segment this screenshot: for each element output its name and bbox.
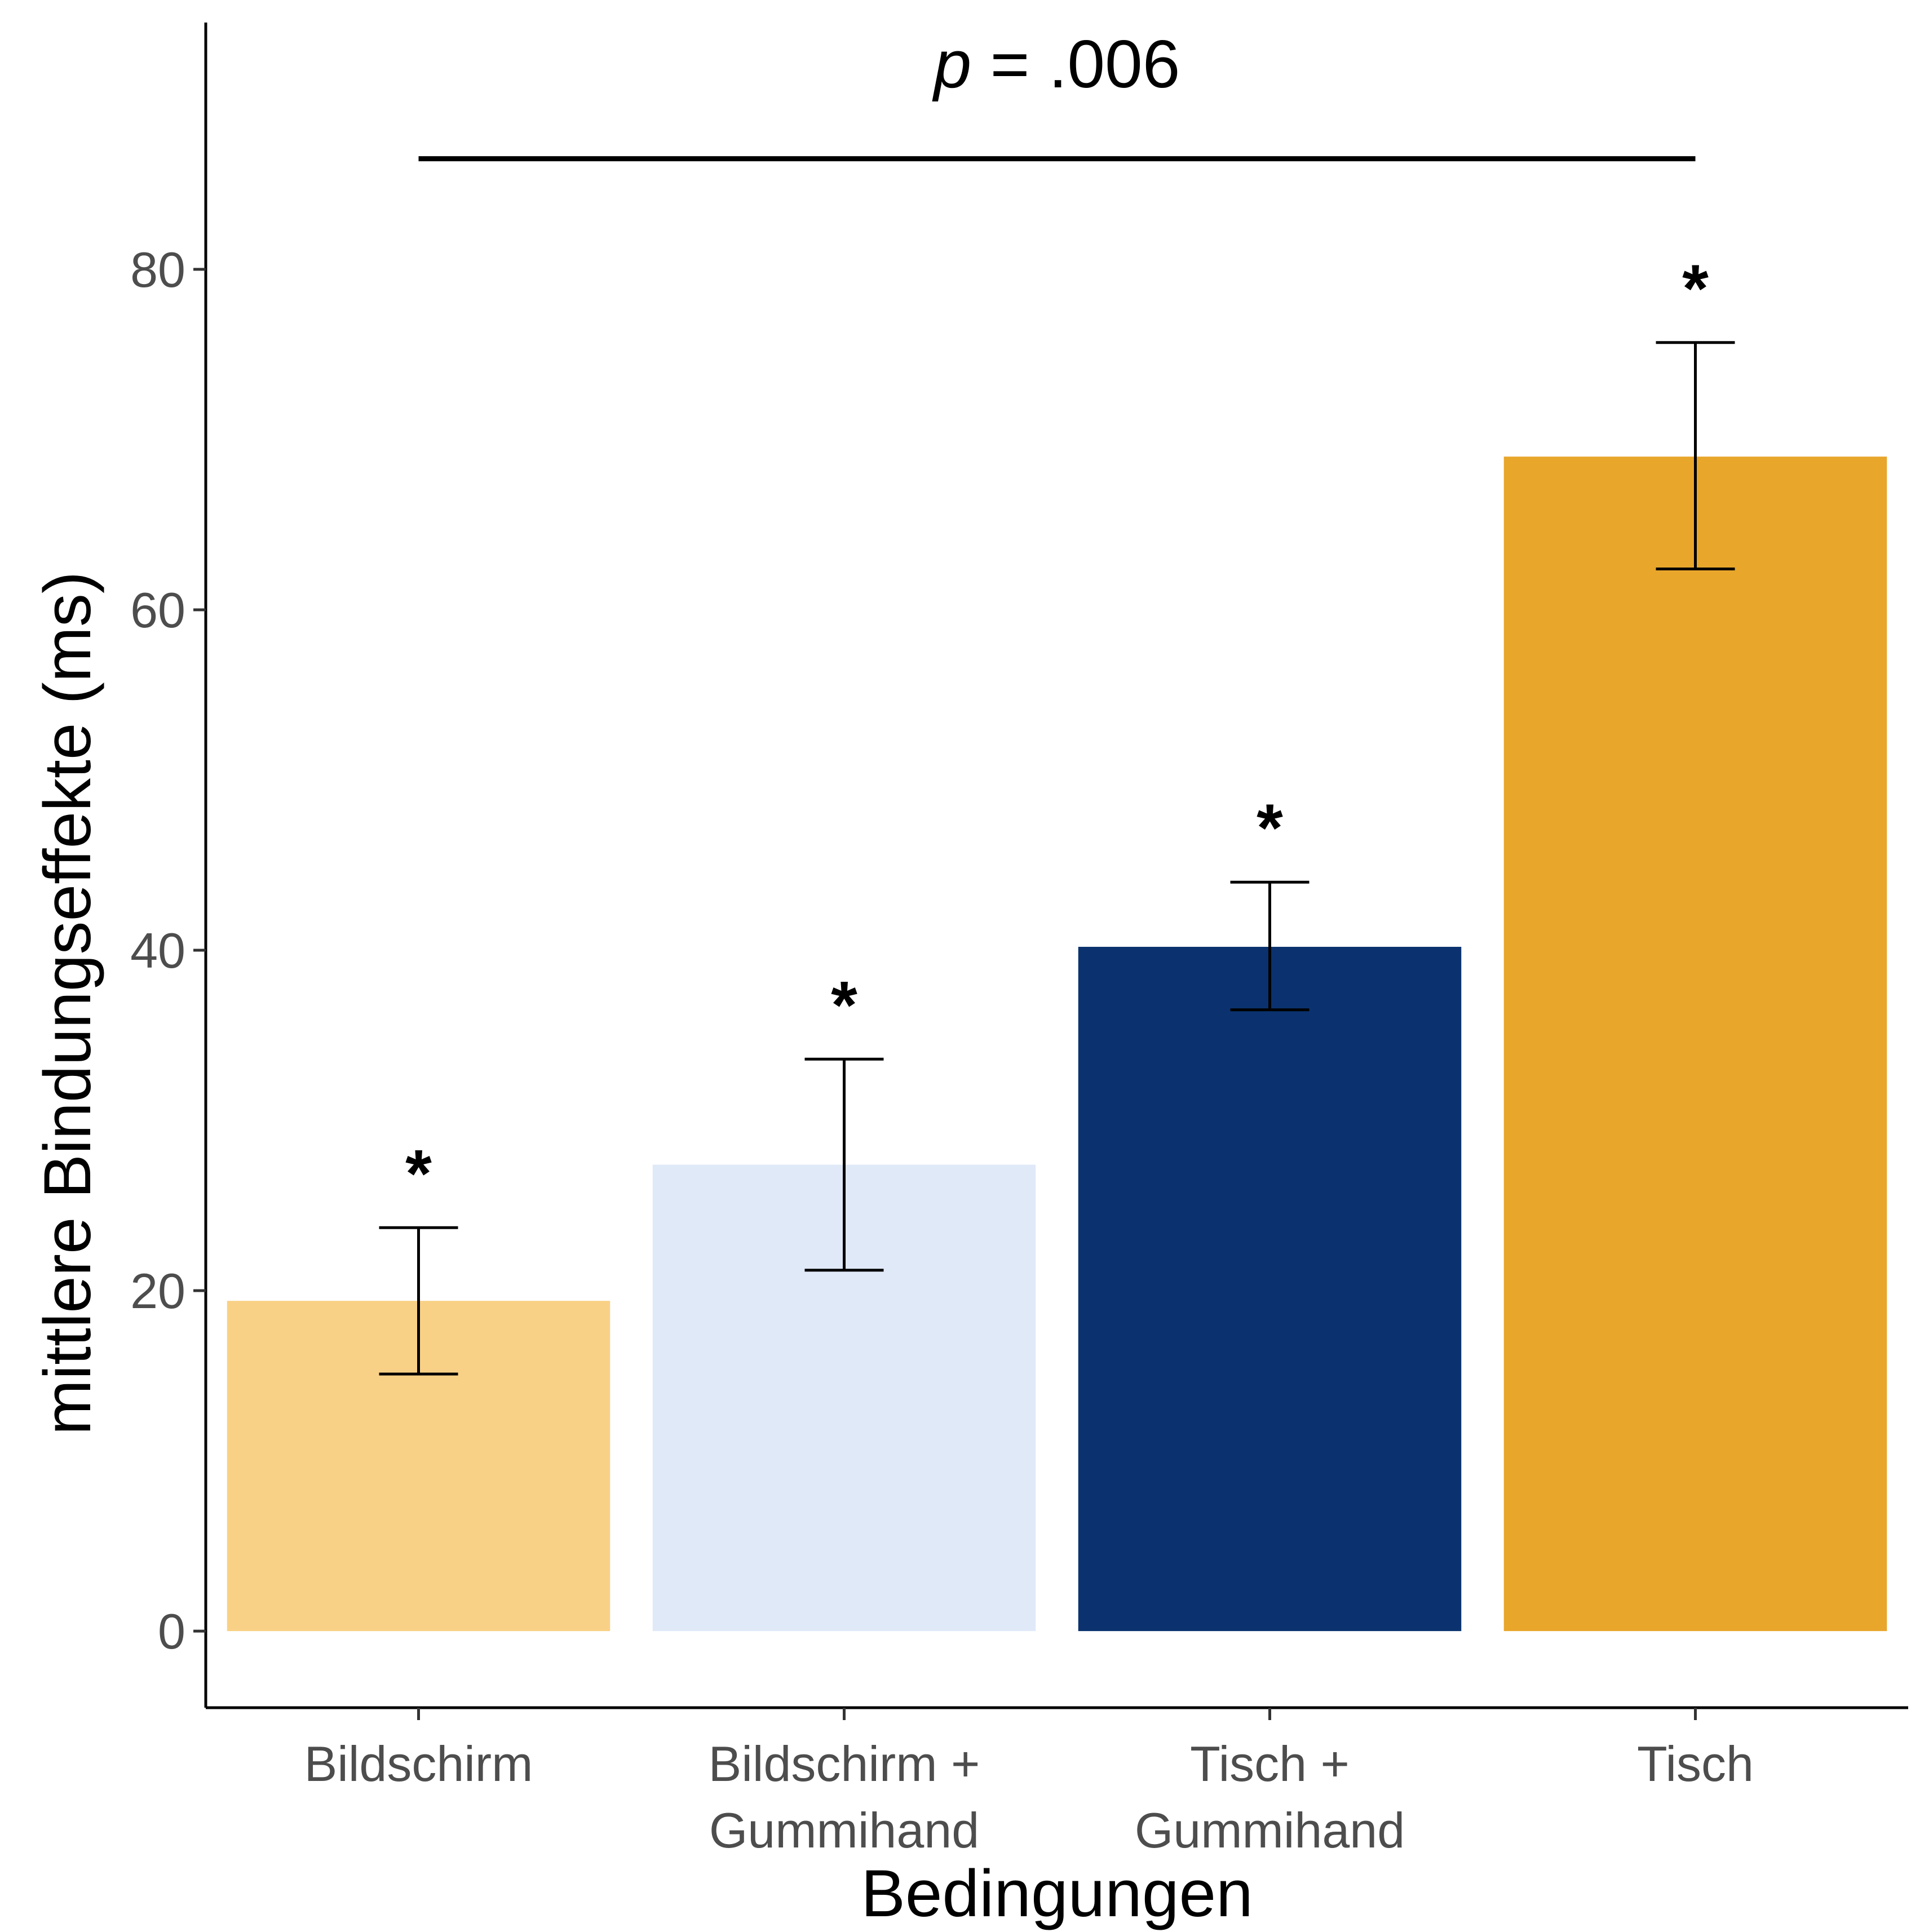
- x-tick-label-line: Gummihand: [1135, 1802, 1405, 1858]
- y-tick-label: 80: [130, 242, 185, 298]
- p-value-label: p = .006: [932, 26, 1180, 102]
- bars: [227, 457, 1887, 1632]
- x-tick-label-line: Tisch: [1637, 1736, 1754, 1792]
- error-bars: [379, 341, 1735, 1376]
- error-bar: [1230, 880, 1310, 1012]
- x-tick-label: Bildschirm: [304, 1736, 533, 1792]
- x-tick-label-line: Bildschirm: [304, 1736, 533, 1792]
- y-tick-label: 20: [130, 1263, 185, 1319]
- significance-star: *: [1682, 251, 1709, 326]
- axes: 0 20 40 60 80 Bildschirm Bildschirm + Gummihand…: [130, 23, 1908, 1858]
- significance-star: *: [1257, 790, 1283, 866]
- bar: [1078, 946, 1462, 1632]
- error-bar: [379, 1226, 458, 1376]
- x-tick-label: Bildschirm + Gummihand: [709, 1736, 980, 1858]
- p-value: = .006: [971, 26, 1180, 102]
- x-tick-label-line: Bildschirm +: [709, 1736, 980, 1792]
- x-tick-label-line: Gummihand: [709, 1802, 979, 1858]
- y-tick-label: 40: [130, 923, 185, 978]
- p-symbol: p: [932, 26, 971, 102]
- x-tick-label-line: Tisch +: [1190, 1736, 1350, 1792]
- significance-star: *: [405, 1136, 432, 1211]
- x-axis-title: Bedingungen: [861, 1856, 1253, 1931]
- error-bar: [1656, 341, 1735, 570]
- x-tick-label: Tisch: [1637, 1736, 1754, 1792]
- y-axis-title: mittlere Bindungseffekte (ms): [30, 571, 105, 1435]
- bar: [1503, 457, 1887, 1632]
- y-tick-label: 60: [130, 582, 185, 638]
- significance-star: *: [831, 967, 857, 1043]
- significance-marks: * * * *: [405, 251, 1709, 1212]
- error-bar: [804, 1057, 884, 1272]
- y-tick-label: 0: [158, 1603, 185, 1659]
- comparison-annotation: p = .006: [418, 26, 1696, 162]
- x-tick-label: Tisch + Gummihand: [1135, 1736, 1405, 1858]
